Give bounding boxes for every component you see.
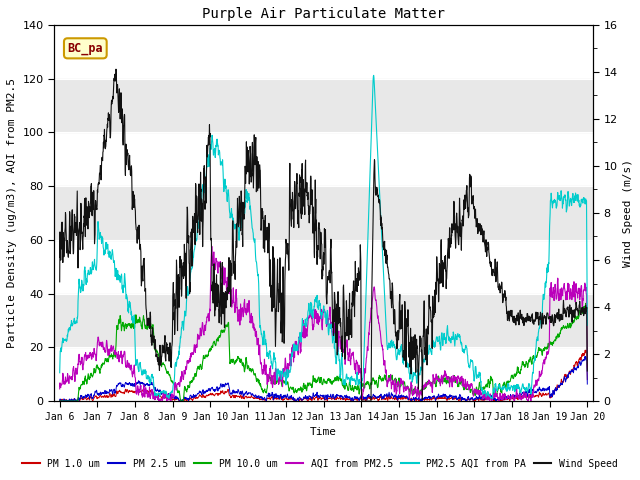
Bar xyxy=(54,294,593,348)
Title: Purple Air Particulate Matter: Purple Air Particulate Matter xyxy=(202,7,445,21)
Bar xyxy=(54,25,593,79)
Y-axis label: Particle Density (ug/m3), AQI from PM2.5: Particle Density (ug/m3), AQI from PM2.5 xyxy=(7,78,17,348)
Bar xyxy=(54,186,593,240)
Legend: PM 1.0 um, PM 2.5 um, PM 10.0 um, AQI from PM2.5, PM2.5 AQI from PA, Wind Speed: PM 1.0 um, PM 2.5 um, PM 10.0 um, AQI fr… xyxy=(18,455,622,473)
Bar xyxy=(54,240,593,294)
Bar xyxy=(54,132,593,186)
Text: BC_pa: BC_pa xyxy=(67,42,103,55)
Y-axis label: Wind Speed (m/s): Wind Speed (m/s) xyxy=(623,159,633,267)
Bar xyxy=(54,79,593,132)
X-axis label: Time: Time xyxy=(310,427,337,437)
Bar xyxy=(54,348,593,401)
